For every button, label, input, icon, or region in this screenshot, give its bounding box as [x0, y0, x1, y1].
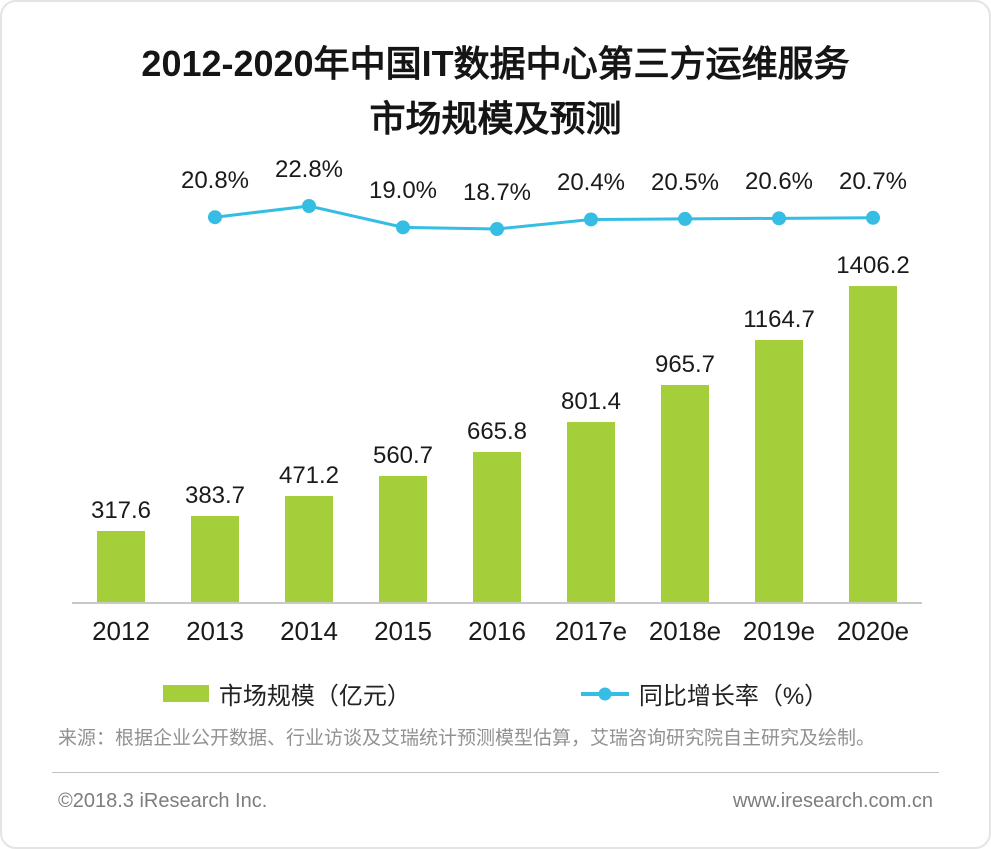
growth-rate-label: 20.6%	[744, 168, 814, 196]
x-axis-label: 2016	[468, 616, 526, 646]
bar-value-label: 665.8	[466, 418, 528, 445]
growth-rate-label: 20.5%	[650, 168, 720, 196]
x-axis-label: 2018e	[648, 616, 722, 646]
bar-value-label: 801.4	[560, 388, 622, 415]
bar-value-label: 383.7	[184, 482, 246, 509]
growth-rate-label: 22.8%	[274, 156, 344, 183]
legend: 市场规模（亿元） 同比增长率（%）	[2, 676, 989, 711]
growth-rate-label: 19.0%	[368, 177, 438, 205]
growth-rate-label: 20.7%	[838, 167, 908, 195]
line-point-icon	[396, 220, 410, 235]
line-point-icon	[208, 210, 222, 225]
growth-rate-label: 20.4%	[556, 169, 626, 197]
website-url: www.iresearch.com.cn	[732, 790, 933, 812]
bar-legend-swatch-icon	[162, 685, 209, 702]
bar-2012	[97, 531, 145, 602]
bar-value-label: 965.7	[654, 351, 716, 378]
line-legend-dot-icon	[598, 687, 612, 700]
growth-rate-label: 20.8%	[180, 167, 250, 195]
line-legend-icon	[580, 687, 629, 700]
bar-2018e	[661, 385, 709, 602]
bar-value-label: 560.7	[372, 442, 434, 469]
line-legend-label: 同比增长率（%）	[638, 683, 829, 710]
bar-value-label: 1164.7	[743, 306, 815, 333]
bar-value-label: 1406.2	[836, 252, 910, 279]
bar-value-label: 317.6	[90, 497, 152, 524]
x-axis-label: 2017e	[554, 616, 628, 646]
bar-2019e	[755, 340, 803, 602]
line-point-icon	[584, 212, 598, 227]
line-point-icon	[678, 211, 692, 226]
bar-2016	[473, 452, 521, 602]
legend-item-growth-rate: 同比增长率（%）	[580, 676, 829, 711]
growth-rate-label: 18.7%	[462, 179, 532, 206]
bar-value-label: 471.2	[278, 462, 340, 489]
x-axis-label: 2015	[374, 616, 432, 646]
footer-divider	[52, 772, 939, 773]
bar-2020e	[849, 286, 897, 602]
line-point-icon	[302, 199, 316, 213]
x-axis-label: 2020e	[836, 616, 910, 646]
bar-2015	[379, 476, 427, 602]
line-point-icon	[772, 211, 786, 226]
chart-title-line2: 市场规模及预测	[369, 98, 622, 139]
x-axis-label: 2012	[92, 616, 150, 646]
copyright-text: ©2018.3 iResearch Inc.	[58, 790, 268, 812]
chart-title: 2012-2020年中国IT数据中心第三方运维服务 市场规模及预测	[2, 36, 989, 146]
bar-legend-label: 市场规模（亿元）	[218, 683, 411, 710]
x-axis-label: 2013	[186, 616, 244, 646]
chart-title-line1: 2012-2020年中国IT数据中心第三方运维服务	[141, 43, 850, 84]
x-axis-label: 2014	[280, 616, 338, 646]
line-point-icon	[866, 210, 880, 225]
bar-2013	[191, 516, 239, 602]
x-axis-label: 2019e	[742, 616, 816, 646]
x-axis-line	[72, 602, 922, 604]
legend-item-market-size: 市场规模（亿元）	[162, 676, 411, 711]
line-point-icon	[490, 222, 504, 236]
bar-2017e	[567, 422, 615, 602]
source-note: 来源：根据企业公开数据、行业访谈及艾瑞统计预测模型估算，艾瑞咨询研究院自主研究及…	[58, 728, 876, 749]
bar-2014	[285, 496, 333, 602]
